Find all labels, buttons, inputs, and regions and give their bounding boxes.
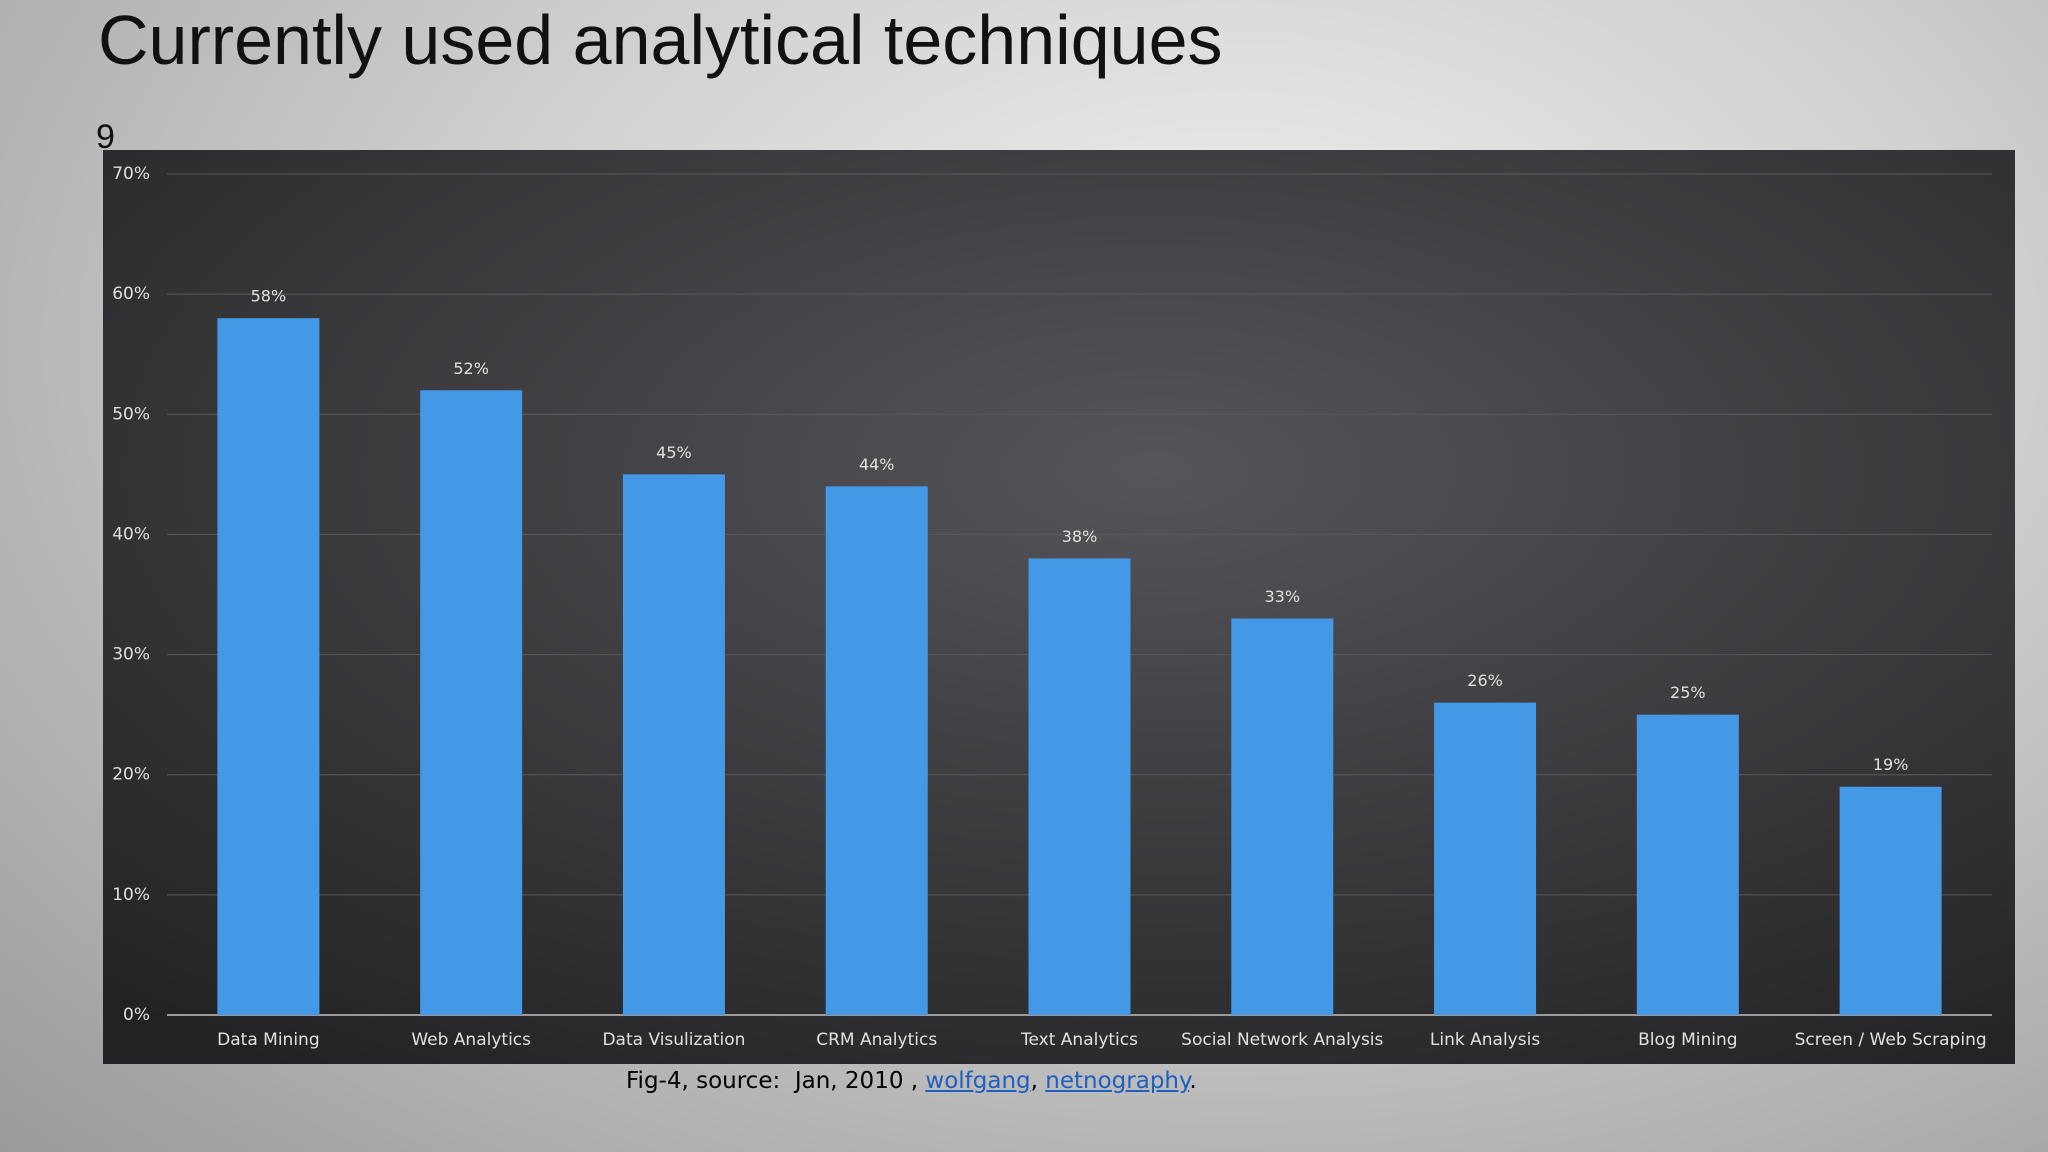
bar	[217, 318, 320, 1016]
data-label: 58%	[251, 287, 287, 306]
link[interactable]: netnography	[1045, 1068, 1190, 1094]
bar	[1839, 786, 1942, 1015]
y-tick-label: 40%	[112, 524, 150, 544]
y-tick-label: 10%	[112, 885, 150, 905]
y-tick-label: 50%	[112, 404, 150, 424]
data-label: 33%	[1264, 587, 1300, 606]
data-label: 52%	[453, 359, 489, 378]
x-tick-label: Data Mining	[217, 1030, 319, 1050]
slide-title: Currently used analytical techniques	[98, 1, 1223, 79]
data-label: 26%	[1467, 671, 1503, 690]
y-tick-label: 60%	[112, 284, 150, 304]
x-tick-label: Data Visulization	[602, 1030, 745, 1050]
x-tick-label: CRM Analytics	[816, 1030, 937, 1050]
figure-caption: Fig-4, source: Jan, 2010 , wolfgang, net…	[626, 1068, 1197, 1094]
bar	[1636, 714, 1739, 1015]
caption-end: .	[1189, 1068, 1197, 1094]
x-tick-label: Text Analytics	[1020, 1030, 1138, 1050]
y-tick-label: 20%	[112, 765, 150, 785]
link[interactable]: wolfgang	[925, 1068, 1031, 1094]
bar	[825, 486, 928, 1015]
x-tick-label: Blog Mining	[1638, 1030, 1737, 1050]
caption-text: Fig-4, source: Jan, 2010 ,	[626, 1068, 926, 1094]
x-tick-label: Web Analytics	[411, 1030, 531, 1050]
data-label: 38%	[1062, 527, 1098, 546]
x-tick-label: Social Network Analysis	[1181, 1030, 1383, 1050]
x-tick-label: Screen / Web Scraping	[1795, 1030, 1987, 1050]
x-tick-label: Link Analysis	[1430, 1030, 1540, 1050]
bar	[1434, 702, 1537, 1015]
bar	[1028, 558, 1131, 1015]
y-tick-label: 30%	[112, 645, 150, 665]
bar	[420, 390, 523, 1015]
bar	[1231, 618, 1334, 1015]
y-tick-label: 0%	[123, 1005, 150, 1025]
data-label: 44%	[859, 455, 895, 474]
y-tick-label: 70%	[112, 164, 150, 184]
data-label: 45%	[656, 443, 692, 462]
data-label: 25%	[1670, 683, 1706, 702]
data-label: 19%	[1873, 755, 1909, 774]
bar	[622, 474, 725, 1015]
caption-separator: ,	[1030, 1068, 1046, 1094]
slide-number: 9	[96, 118, 115, 156]
